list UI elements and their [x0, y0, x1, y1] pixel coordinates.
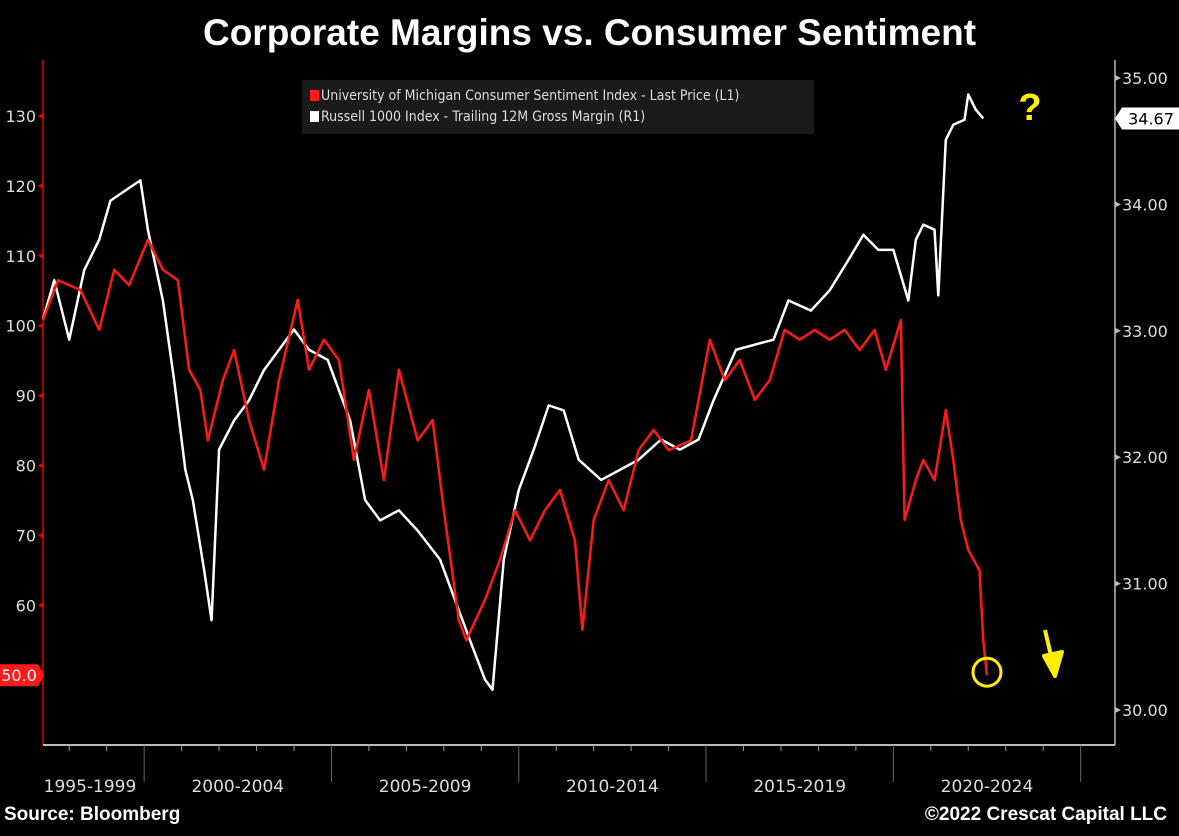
source-note: Source: Bloomberg — [4, 804, 181, 825]
left-tick-mark — [38, 602, 43, 609]
left-tick-label: 120 — [5, 177, 36, 196]
left-tick-mark — [38, 392, 43, 399]
left-tick-label: 100 — [5, 317, 36, 336]
right-tick-label: 31.00 — [1122, 575, 1168, 594]
right-tick-mark — [1115, 201, 1121, 208]
legend-item-sentiment: University of Michigan Consumer Sentimen… — [310, 86, 814, 107]
right-tick-mark — [1115, 707, 1121, 713]
legend-swatch-white — [310, 111, 319, 122]
left-tick-mark — [38, 532, 43, 539]
legend-swatch-red — [310, 90, 319, 101]
left-tick-label: 90 — [16, 387, 36, 406]
highlight-circle — [971, 656, 1003, 688]
right-tick-label: 30.00 — [1122, 701, 1168, 720]
left-tick-mark — [38, 252, 43, 259]
right-tick-mark — [1115, 327, 1121, 334]
left-tick-mark — [38, 182, 43, 189]
sentiment-series-line — [41, 238, 989, 676]
right-tick-mark — [1115, 454, 1121, 461]
left-tick-label: 70 — [16, 526, 36, 545]
right-tick-label: 35.00 — [1122, 69, 1168, 88]
x-tick-label: 2000-2004 — [191, 777, 284, 797]
legend-label: University of Michigan Consumer Sentimen… — [321, 88, 740, 104]
chart-title: Corporate Margins vs. Consumer Sentiment — [202, 12, 977, 53]
question-mark-annotation: ? — [1018, 87, 1041, 129]
x-tick-label: 2020-2024 — [941, 777, 1034, 797]
right-tick-label: 32.00 — [1122, 448, 1168, 467]
right-tick-mark — [1115, 580, 1121, 587]
right-tick-label: 34.00 — [1122, 195, 1168, 214]
right-tick-label: 33.00 — [1122, 322, 1168, 341]
left-last-value-text: 50.0 — [1, 666, 37, 685]
x-tick-label: 2010-2014 — [566, 777, 659, 797]
left-tick-label: 130 — [5, 107, 36, 126]
left-tick-label: 60 — [16, 596, 36, 615]
right-last-value-text: 34.67 — [1128, 109, 1174, 128]
margin-series-line — [41, 93, 985, 692]
down-arrow-icon — [1042, 629, 1064, 678]
left-tick-label: 110 — [5, 247, 36, 266]
left-tick-label: 80 — [16, 457, 36, 476]
right-tick-mark — [1115, 75, 1121, 81]
copyright-note: ©2022 Crescat Capital LLC — [924, 804, 1167, 825]
left-tick-mark — [38, 113, 43, 119]
x-tick-label: 2015-2019 — [753, 777, 846, 797]
x-tick-label: 2005-2009 — [379, 777, 472, 797]
left-last-value-badge — [0, 664, 44, 687]
legend: University of Michigan Consumer Sentimen… — [302, 80, 814, 134]
x-tick-label: 1995-1999 — [44, 777, 137, 797]
right-last-value-badge — [1115, 107, 1179, 130]
left-tick-mark — [38, 322, 43, 329]
legend-label: Russell 1000 Index - Trailing 12M Gross … — [321, 109, 646, 125]
left-tick-mark — [38, 462, 43, 469]
legend-item-margin: Russell 1000 Index - Trailing 12M Gross … — [310, 107, 814, 128]
